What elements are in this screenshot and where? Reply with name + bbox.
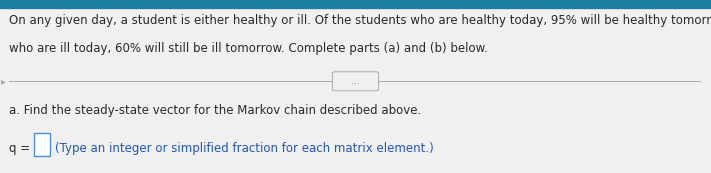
- FancyBboxPatch shape: [34, 133, 50, 156]
- Text: who are ill today, 60% will still be ill tomorrow. Complete parts (a) and (b) be: who are ill today, 60% will still be ill…: [9, 42, 488, 54]
- Text: a. Find the steady-state vector for the Markov chain described above.: a. Find the steady-state vector for the …: [9, 104, 421, 117]
- Text: ▸: ▸: [1, 76, 6, 86]
- Text: q =: q =: [9, 142, 33, 155]
- Text: On any given day, a student is either healthy or ill. Of the students who are he: On any given day, a student is either he…: [9, 14, 711, 27]
- Text: (Type an integer or simplified fraction for each matrix element.): (Type an integer or simplified fraction …: [55, 142, 434, 155]
- Text: ...: ...: [351, 77, 360, 86]
- FancyBboxPatch shape: [332, 72, 378, 91]
- Bar: [0, 0, 711, 8]
